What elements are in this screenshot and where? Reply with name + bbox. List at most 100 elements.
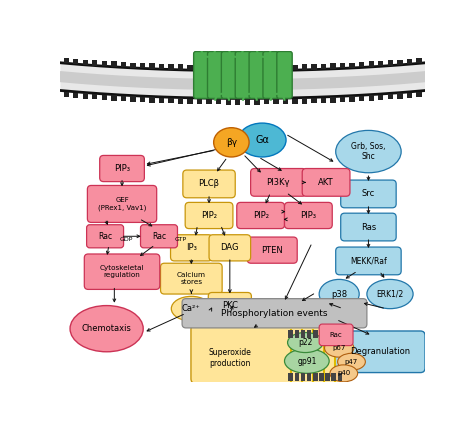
Bar <box>121 62 126 67</box>
Bar <box>378 61 383 66</box>
Text: DAG: DAG <box>220 243 239 252</box>
Ellipse shape <box>337 353 365 370</box>
FancyBboxPatch shape <box>249 51 264 98</box>
Bar <box>331 330 336 338</box>
FancyBboxPatch shape <box>237 202 284 229</box>
Text: Grb, Sos,
Shc: Grb, Sos, Shc <box>351 142 386 161</box>
Bar <box>168 64 174 69</box>
Bar <box>92 60 98 66</box>
Text: βγ: βγ <box>226 138 237 147</box>
FancyBboxPatch shape <box>194 51 209 98</box>
Text: ERK1/2: ERK1/2 <box>376 290 404 299</box>
Text: p40: p40 <box>337 370 350 376</box>
Bar <box>321 98 326 103</box>
Bar <box>216 65 221 71</box>
Ellipse shape <box>284 349 329 373</box>
Bar <box>73 59 78 64</box>
Bar <box>302 98 307 104</box>
Text: GEF
(PRex1, Vav1): GEF (PRex1, Vav1) <box>98 197 146 211</box>
Text: PIP₃: PIP₃ <box>301 211 316 220</box>
Bar <box>254 99 260 105</box>
Text: PIP₂: PIP₂ <box>253 211 269 220</box>
FancyBboxPatch shape <box>284 202 332 229</box>
Bar <box>159 64 164 69</box>
Text: p38: p38 <box>331 290 347 299</box>
Bar <box>292 99 298 104</box>
Bar <box>330 63 336 69</box>
FancyBboxPatch shape <box>191 325 343 384</box>
FancyBboxPatch shape <box>84 254 160 290</box>
Bar <box>407 59 412 64</box>
Text: Rac: Rac <box>330 332 343 338</box>
Bar <box>245 65 250 71</box>
Bar <box>302 64 307 70</box>
FancyBboxPatch shape <box>319 324 353 346</box>
Ellipse shape <box>330 365 358 382</box>
Bar <box>197 99 202 104</box>
Ellipse shape <box>336 130 401 173</box>
Text: Chemotaxis: Chemotaxis <box>82 324 132 333</box>
Text: Degranulation: Degranulation <box>350 347 410 356</box>
Bar <box>273 65 279 70</box>
Bar <box>321 64 326 69</box>
Bar <box>245 99 250 105</box>
Bar <box>311 98 317 103</box>
Bar <box>307 330 311 338</box>
FancyBboxPatch shape <box>183 170 235 198</box>
Bar <box>149 97 155 103</box>
FancyBboxPatch shape <box>336 247 401 275</box>
Bar <box>159 98 164 103</box>
Bar <box>64 58 69 63</box>
Bar <box>307 373 311 381</box>
Text: PTEN: PTEN <box>261 246 283 255</box>
Bar <box>288 373 293 381</box>
FancyBboxPatch shape <box>251 169 306 196</box>
Bar <box>226 65 231 71</box>
Bar <box>178 64 183 70</box>
Bar <box>330 97 336 103</box>
Text: PI3Kγ: PI3Kγ <box>266 178 290 187</box>
Bar <box>288 330 293 338</box>
Bar <box>216 99 221 105</box>
Bar <box>349 97 355 102</box>
Bar <box>187 99 193 104</box>
FancyBboxPatch shape <box>335 331 425 372</box>
FancyBboxPatch shape <box>235 51 251 98</box>
Bar <box>359 62 365 67</box>
Bar <box>368 61 374 67</box>
Bar <box>313 373 318 381</box>
Bar <box>325 373 330 381</box>
Bar <box>140 63 145 68</box>
Text: Phosphorylation events: Phosphorylation events <box>221 309 328 318</box>
Bar <box>294 330 299 338</box>
FancyBboxPatch shape <box>87 185 157 222</box>
Text: GDP: GDP <box>120 237 133 242</box>
Bar <box>73 93 78 98</box>
FancyBboxPatch shape <box>277 51 292 98</box>
Bar <box>264 65 269 71</box>
Bar <box>388 60 393 66</box>
Text: p67: p67 <box>332 345 346 351</box>
FancyBboxPatch shape <box>87 225 124 248</box>
Ellipse shape <box>325 338 354 357</box>
Bar <box>319 330 324 338</box>
FancyBboxPatch shape <box>100 155 145 181</box>
Bar <box>207 99 212 104</box>
Bar <box>64 92 69 97</box>
Bar <box>111 61 117 67</box>
Text: gp91: gp91 <box>297 356 317 366</box>
Bar <box>349 63 355 68</box>
Bar <box>168 98 174 103</box>
Bar <box>273 99 279 104</box>
Text: Calcium
stores: Calcium stores <box>177 272 206 285</box>
Bar <box>101 61 107 66</box>
Bar <box>319 373 324 381</box>
FancyBboxPatch shape <box>140 225 177 248</box>
FancyBboxPatch shape <box>221 51 237 98</box>
Bar <box>378 95 383 100</box>
Bar <box>368 95 374 101</box>
Bar <box>301 330 305 338</box>
Bar <box>92 94 98 100</box>
Bar <box>140 97 145 102</box>
FancyBboxPatch shape <box>247 237 297 263</box>
